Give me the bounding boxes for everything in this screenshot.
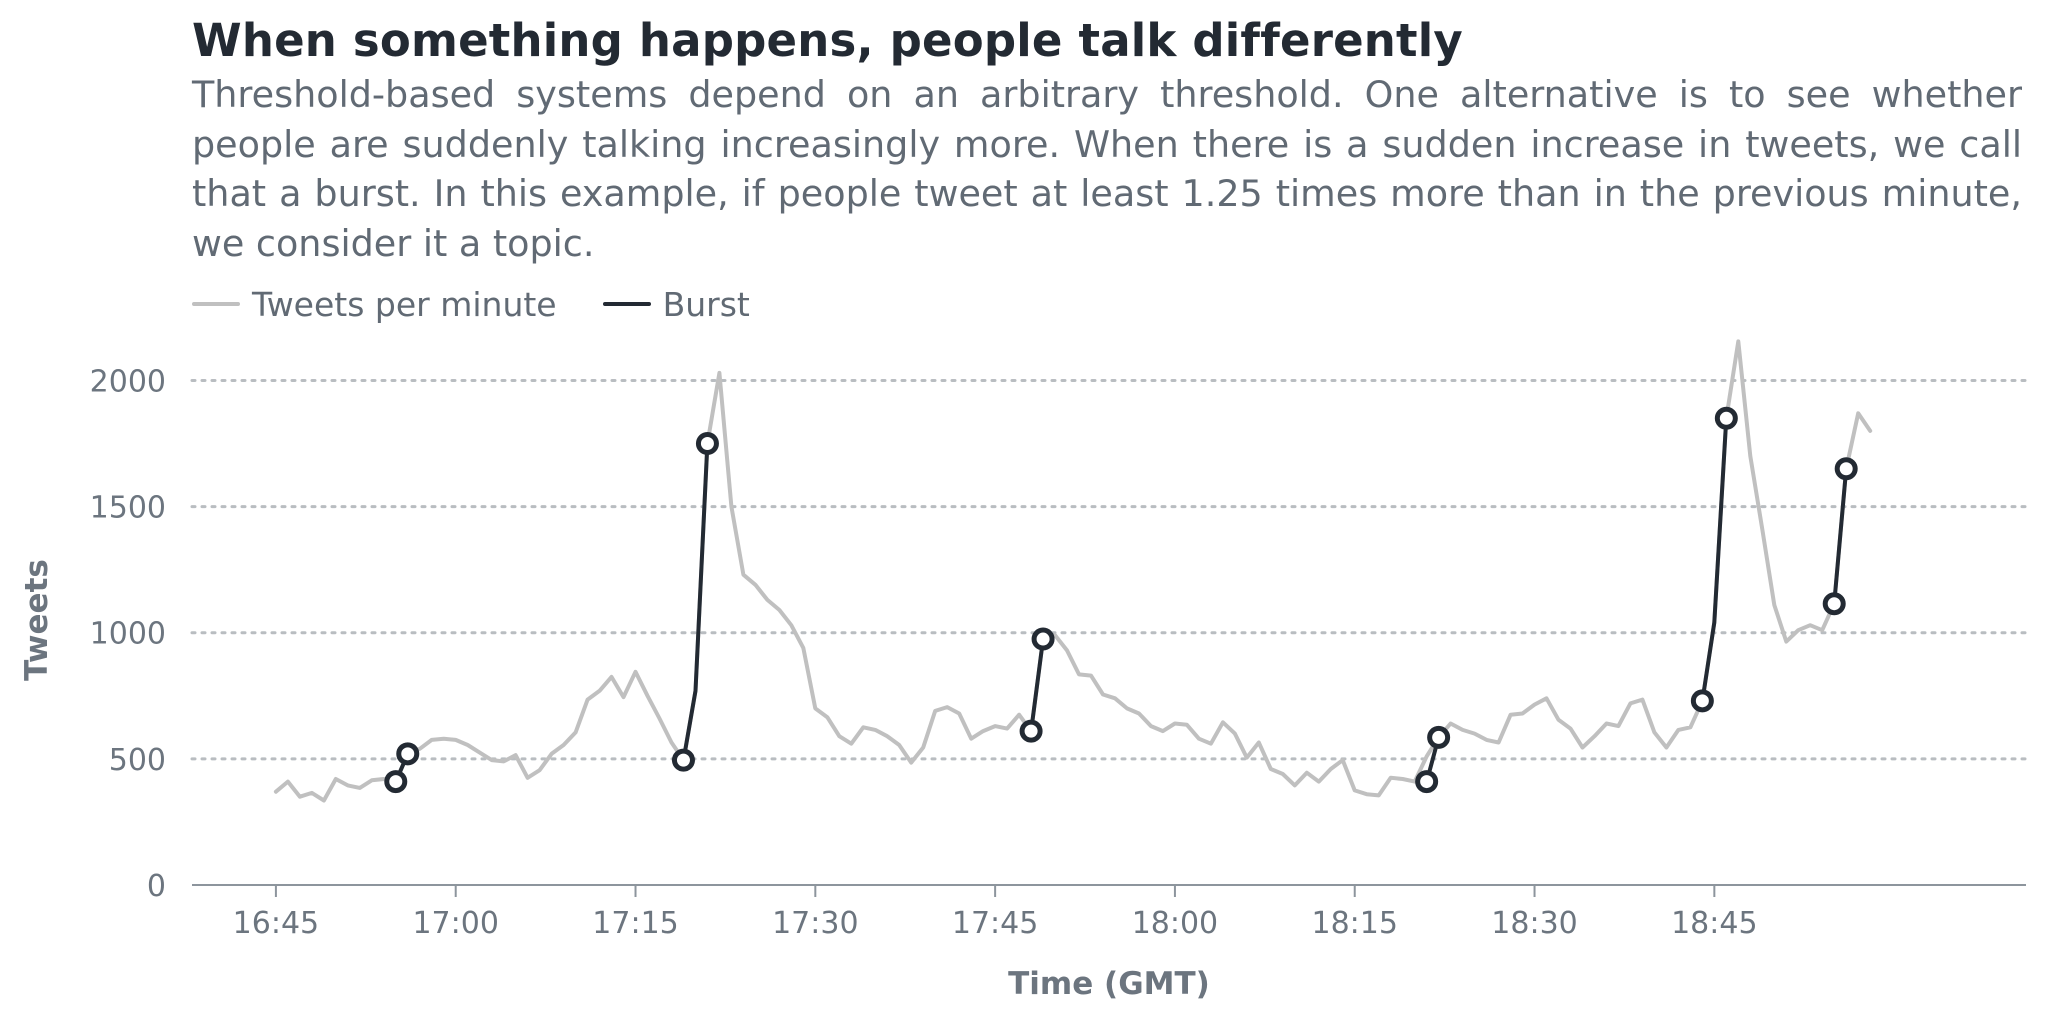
burst-marker-12 xyxy=(1834,457,1858,481)
x-axis-title: Time (GMT) xyxy=(1008,966,1210,1002)
x-tick-label-1830: 18:30 xyxy=(1491,906,1577,941)
burst-segment-3 xyxy=(1029,637,1046,734)
x-tick-label-1730: 17:30 xyxy=(772,906,858,941)
burst-marker-3 xyxy=(671,748,695,772)
y-tick-label-1500: 1500 xyxy=(90,491,166,526)
legend-swatch-tweets xyxy=(192,302,240,306)
axis-layer: 0 500 1000 1500 2000 16:45 17:00 17:15 17:30 17:4… xyxy=(90,364,2026,941)
x-tick-label-1645: 16:45 xyxy=(233,906,319,941)
legend-swatch-burst xyxy=(602,302,651,306)
burst-segment-6 xyxy=(1832,466,1849,606)
burst-series-layer xyxy=(393,416,1849,784)
burst-marker-4 xyxy=(695,432,719,456)
y-tick-label-2000: 2000 xyxy=(90,364,166,399)
grid-layer xyxy=(190,378,2028,761)
burst-marker-7 xyxy=(1415,770,1439,794)
legend: Tweets per minute Burst xyxy=(192,284,796,324)
y-tick-label-0: 0 xyxy=(147,869,166,904)
tweets-per-minute-line xyxy=(273,339,1873,803)
burst-marker-9 xyxy=(1690,689,1714,713)
y-axis-title: Tweets xyxy=(19,559,55,681)
x-tick-label-1715: 17:15 xyxy=(592,906,678,941)
x-tick-label-1815: 18:15 xyxy=(1311,906,1397,941)
burst-marker-6 xyxy=(1031,627,1055,651)
tweets-series-layer xyxy=(273,339,1873,803)
burst-marker-10 xyxy=(1714,406,1738,430)
y-tick-label-1000: 1000 xyxy=(90,617,166,652)
burst-marker-1 xyxy=(384,770,408,794)
burst-segment-5 xyxy=(1700,416,1729,703)
x-tick-label-1700: 17:00 xyxy=(412,906,498,941)
burst-segment-2 xyxy=(681,441,710,763)
chart-title: When something happens, people talk diff… xyxy=(192,14,1463,67)
burst-marker-2 xyxy=(396,742,420,766)
x-tick-label-1800: 18:00 xyxy=(1132,906,1218,941)
burst-markers-layer xyxy=(384,406,1858,794)
burst-marker-5 xyxy=(1019,719,1043,743)
legend-label-tweets: Tweets per minute xyxy=(252,284,557,324)
legend-item-burst[interactable]: Burst xyxy=(602,284,750,324)
chart-subtitle: Threshold-based systems depend on an arb… xyxy=(192,73,2022,265)
legend-item-tweets[interactable]: Tweets per minute xyxy=(192,285,557,324)
legend-label-burst: Burst xyxy=(662,284,750,324)
y-tick-label-500: 500 xyxy=(109,743,166,778)
burst-marker-8 xyxy=(1427,725,1451,749)
burst-marker-11 xyxy=(1822,592,1846,616)
x-tick-label-1745: 17:45 xyxy=(952,906,1038,941)
x-tick-label-1845: 18:45 xyxy=(1671,906,1757,941)
